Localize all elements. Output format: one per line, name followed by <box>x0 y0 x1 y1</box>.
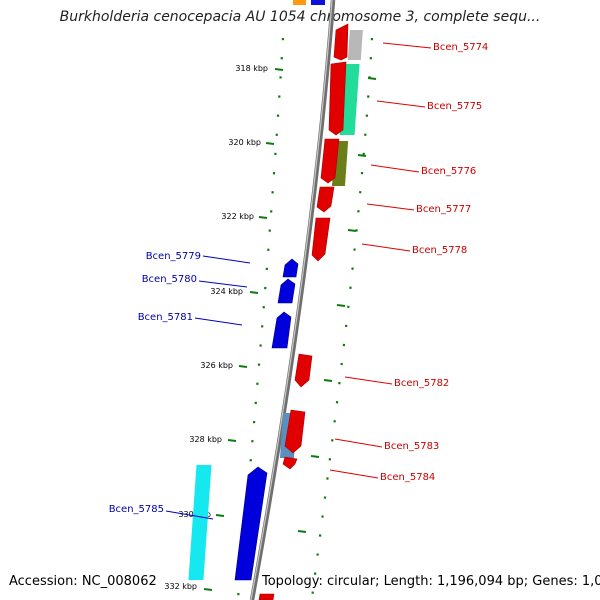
gene-label-bcen-5781[interactable]: Bcen_5781 <box>138 312 193 323</box>
gene-arrow-partial-bottom[interactable] <box>258 593 275 600</box>
gene-arrow-bcen-5780[interactable] <box>277 278 296 304</box>
cog-feature-gray[interactable] <box>347 30 363 60</box>
gene-arrow-bcen-5779[interactable] <box>282 258 299 278</box>
gene-partial-top[interactable] <box>311 0 325 5</box>
gene-arrow-bcen-5783[interactable] <box>284 409 306 454</box>
gene-label-bcen-5777[interactable]: Bcen_5777 <box>416 204 471 215</box>
tick-label-320: 320 kbp <box>228 138 261 147</box>
tick-label-332: 332 kbp <box>164 582 197 591</box>
gene-label-bcen-5785[interactable]: Bcen_5785 <box>109 504 164 515</box>
tick-label-328: 328 kbp <box>189 435 222 444</box>
gene-arrow-bcen-5776[interactable] <box>320 138 340 184</box>
accession-text: Accession: NC_008062 <box>9 574 157 589</box>
tick-label-318: 318 kbp <box>235 64 268 73</box>
tick-marks <box>203 68 377 591</box>
gene-arrow-bcen-5778[interactable] <box>311 217 331 262</box>
tick-label-324: 324 kbp <box>210 287 243 296</box>
tick-label-322: 322 kbp <box>221 212 254 221</box>
gene-label-bcen-5783[interactable]: Bcen_5783 <box>384 441 439 452</box>
gene-arrow-bcen-5784[interactable] <box>282 456 298 470</box>
gene-label-bcen-5779[interactable]: Bcen_5779 <box>146 251 201 262</box>
cog-feature-cyan[interactable] <box>188 465 212 580</box>
cog-feature-orange[interactable] <box>293 0 306 5</box>
gene-arrow-bcen-5775[interactable] <box>328 61 347 136</box>
outer-dotted-track <box>310 37 374 599</box>
gene-label-bcen-5780[interactable]: Bcen_5780 <box>142 274 197 285</box>
topology-text: Topology: circular; Length: 1,196,094 bp… <box>262 574 600 589</box>
map-title: Burkholderia cenocepacia AU 1054 chromos… <box>59 9 541 25</box>
gene-label-bcen-5784[interactable]: Bcen_5784 <box>380 472 435 483</box>
tick-label-326: 326 kbp <box>200 361 233 370</box>
gene-arrow-bcen-5774[interactable] <box>333 23 349 61</box>
gene-arrow-bcen-5782[interactable] <box>294 353 313 388</box>
inner-dotted-track <box>236 37 285 599</box>
gene-arrow-bcen-5785[interactable] <box>234 466 268 581</box>
backbone-line <box>249 0 336 600</box>
gene-arrow-bcen-5777[interactable] <box>316 186 335 213</box>
gene-label-bcen-5782[interactable]: Bcen_5782 <box>394 378 449 389</box>
gene-label-bcen-5776[interactable]: Bcen_5776 <box>421 166 476 177</box>
gene-label-bcen-5778[interactable]: Bcen_5778 <box>412 245 467 256</box>
gene-arrow-bcen-5781[interactable] <box>271 311 292 349</box>
gene-label-bcen-5774[interactable]: Bcen_5774 <box>433 42 488 53</box>
gene-label-bcen-5775[interactable]: Bcen_5775 <box>427 101 482 112</box>
backbone-highlight <box>250 0 333 600</box>
